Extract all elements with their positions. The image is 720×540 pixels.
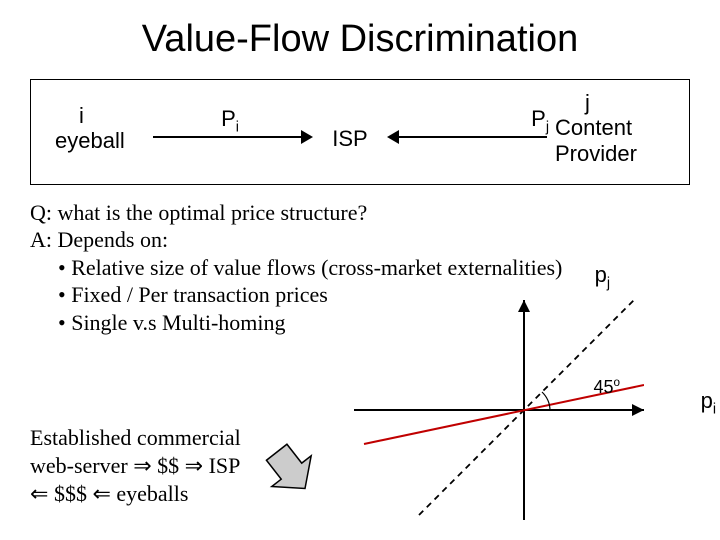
node-j-label: j (555, 90, 665, 115)
server-l3-a: $$$ (48, 481, 92, 506)
slide-root: Value-Flow Discrimination i eyeball Pi I… (0, 0, 720, 540)
flow-row: i eyeball Pi ISP Pj j (55, 90, 665, 166)
implied-by-1: ⇐ (30, 481, 48, 506)
angle-arc (542, 392, 550, 410)
slide-title: Value-Flow Discrimination (30, 18, 690, 61)
arrow-i-head (301, 130, 313, 144)
arrow-j-head (387, 130, 399, 144)
price-chart (354, 300, 644, 520)
server-l2-b: $$ (152, 453, 185, 478)
price-j-label: Pj (385, 106, 555, 135)
established-server-text: Established commercial web-server ⇒ $$ ⇒… (30, 424, 241, 508)
server-l2-c: ISP (203, 453, 240, 478)
pj-axis-label: pj (595, 262, 610, 291)
price-i-subscript: i (236, 119, 239, 135)
price-i-label: Pi (145, 106, 315, 135)
angle-value: 45 (593, 377, 613, 397)
implies-2: ⇒ (185, 453, 203, 478)
y-axis-arrowhead (518, 300, 530, 312)
x-axis-arrowhead (632, 404, 644, 416)
flow-node-eyeball: i eyeball (55, 103, 145, 154)
server-l3-b: eyeballs (111, 481, 189, 506)
node-content-label: Content (555, 115, 665, 140)
pi-axis-label: pi (701, 388, 716, 417)
server-l2-a: web-server (30, 453, 133, 478)
arrow-i-to-isp: Pi (145, 108, 315, 148)
pi-subscript: i (713, 401, 716, 417)
node-i-label: i (55, 103, 145, 128)
price-j-subscript: j (546, 119, 549, 135)
arrow-j-to-isp: Pj (385, 108, 555, 148)
node-eyeball-label: eyeball (55, 128, 145, 153)
block-arrow (256, 438, 322, 498)
price-i-symbol: P (221, 106, 236, 131)
qa-answer-lead: A: Depends on: (30, 226, 690, 254)
pi-symbol: p (701, 388, 713, 413)
implies-1: ⇒ (133, 453, 151, 478)
arrow-i-line (153, 136, 307, 138)
flow-node-content-provider: j Content Provider (555, 90, 665, 166)
flow-diagram-box: i eyeball Pi ISP Pj j (30, 79, 690, 185)
angle-degree: o (613, 376, 620, 389)
flow-node-isp: ISP (315, 104, 385, 151)
pj-symbol: p (595, 262, 607, 287)
node-provider-label: Provider (555, 141, 665, 166)
dashed-45-line (419, 300, 634, 515)
server-line-3: ⇐ $$$ ⇐ eyeballs (30, 480, 241, 508)
qa-question: Q: what is the optimal price structure? (30, 199, 690, 227)
price-j-symbol: P (531, 106, 546, 131)
node-isp-label: ISP (332, 126, 367, 151)
angle-45-label: 45o (593, 376, 620, 398)
server-line-2: web-server ⇒ $$ ⇒ ISP (30, 452, 241, 480)
block-arrow-shape (257, 438, 322, 498)
implied-by-2: ⇐ (92, 481, 110, 506)
pj-subscript: j (607, 275, 610, 291)
server-line-1: Established commercial (30, 424, 241, 452)
arrow-j-line (393, 136, 547, 138)
